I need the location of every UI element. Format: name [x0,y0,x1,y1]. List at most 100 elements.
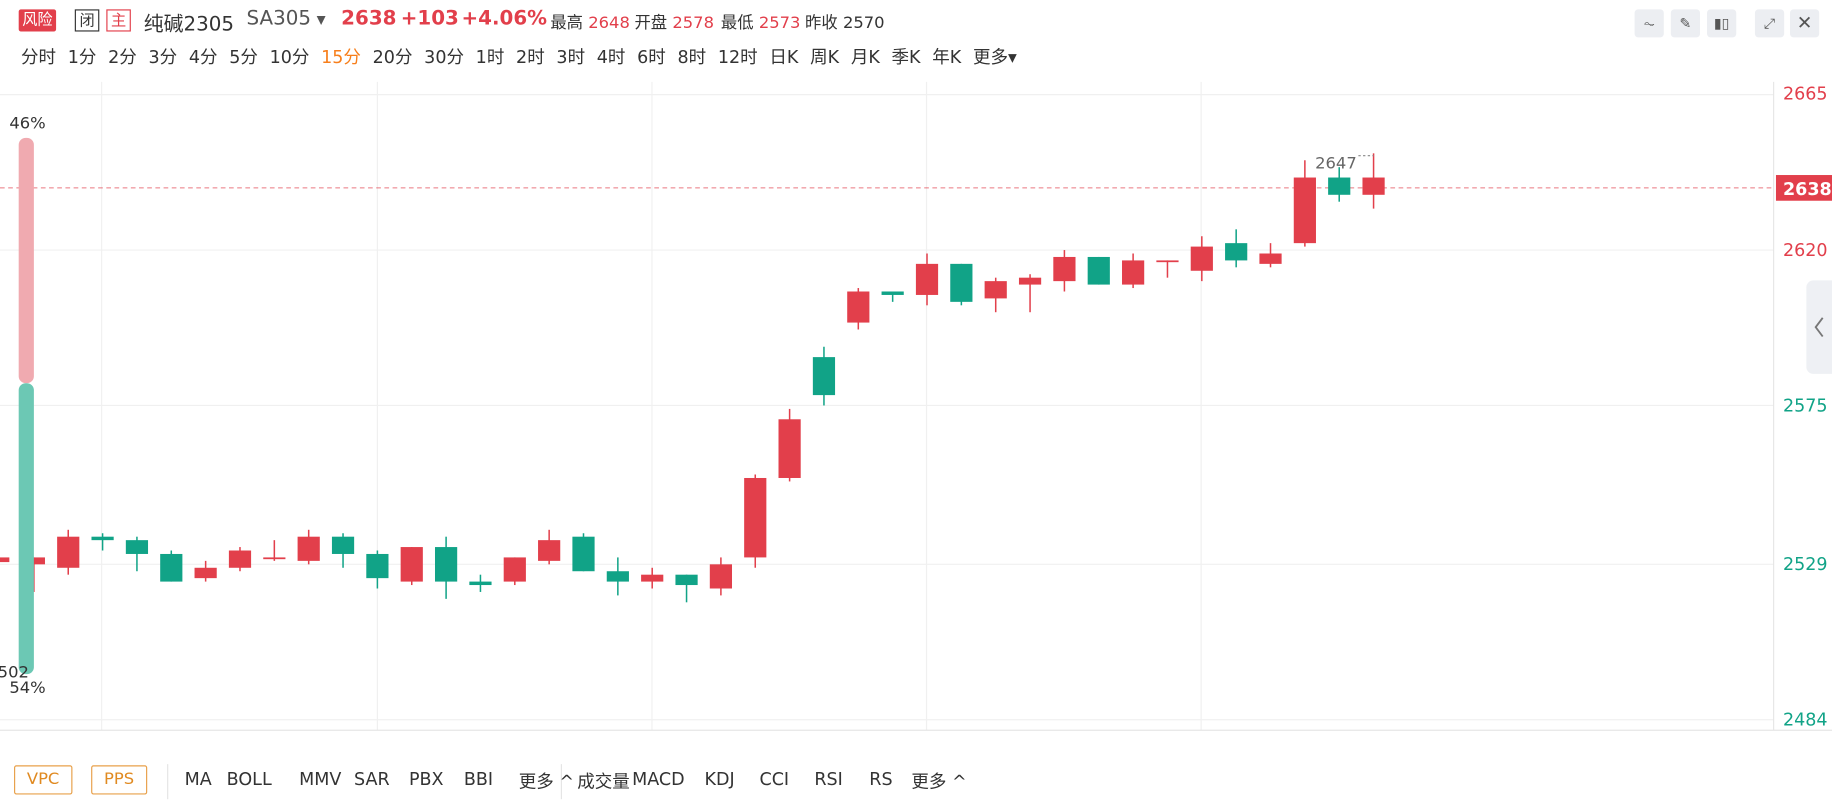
pps-button[interactable]: PPS [91,765,147,795]
candle-body[interactable] [1156,260,1179,263]
period-15[interactable]: 8时 [677,46,707,68]
period-1[interactable]: 1分 [67,46,97,68]
period-19[interactable]: 月K [850,46,880,68]
period-20[interactable]: 季K [891,46,921,68]
candle-body[interactable] [915,263,939,295]
candle-body[interactable] [22,557,45,565]
period-22[interactable]: 更多▾ [972,46,1017,68]
main-indicator-1[interactable]: BOLL [226,768,272,790]
left-axis-label: 502 [0,663,29,682]
candle-body[interactable] [1259,253,1282,264]
candle-body[interactable] [331,536,355,554]
period-2[interactable]: 2分 [108,46,137,68]
candle-body[interactable] [606,571,629,582]
candle-body[interactable] [0,557,10,563]
candle-body[interactable] [1087,256,1110,285]
period-0[interactable]: 分时 [21,46,57,68]
main-indicator-4[interactable]: PBX [408,768,444,790]
candle-body[interactable] [366,553,389,579]
fullscreen-icon[interactable]: ⤢ [1754,9,1785,38]
candle-body[interactable] [1225,243,1248,261]
sub-indicator-5[interactable]: RS [869,768,893,790]
period-8[interactable]: 20分 [372,46,413,68]
candle-body[interactable] [160,553,183,582]
vpc-button[interactable]: VPC [14,765,73,795]
sub-indicator-3[interactable]: CCI [759,768,790,790]
candle-body[interactable] [984,281,1007,299]
period-7[interactable]: 15分 [321,46,361,68]
candle-body[interactable] [1293,177,1316,244]
main-indicator-2[interactable]: MMV [299,768,342,790]
candle-body[interactable] [91,536,114,541]
sub-indicator-0[interactable]: 成交量 [577,771,630,793]
side-panel-toggle[interactable] [1806,280,1832,374]
candle-body[interactable] [194,567,217,579]
period-18[interactable]: 周K [810,46,840,68]
symbol-code[interactable]: SA305 [246,7,312,31]
candle-body[interactable] [950,263,973,302]
period-5[interactable]: 5分 [229,46,258,68]
period-21[interactable]: 年K [932,46,962,68]
main-indicator-3[interactable]: SAR [354,768,390,790]
candle-body[interactable] [503,557,526,582]
candle-body[interactable] [744,477,767,558]
y-tick-label: 2665 [1783,84,1828,104]
candle-body[interactable] [1190,246,1213,271]
period-6[interactable]: 10分 [269,46,310,68]
period-4[interactable]: 4分 [188,46,218,68]
period-16[interactable]: 12时 [717,46,758,68]
candle-body[interactable] [709,564,733,589]
main-indicator-6[interactable]: 更多 ^ [518,771,575,793]
period-9[interactable]: 30分 [424,46,465,68]
candle-body[interactable] [400,547,423,582]
candle-body[interactable] [881,291,904,295]
sub-indicator-2[interactable]: KDJ [704,768,735,790]
period-10[interactable]: 1时 [475,46,505,68]
period-17[interactable]: 日K [769,46,799,68]
sub-indicator-6[interactable]: 更多 ^ [911,771,967,793]
symbol-dropdown-icon[interactable]: ▼ [316,14,326,27]
line-tool-icon[interactable]: ⏦ [1634,9,1664,38]
main-indicator-0[interactable]: MA [184,768,212,790]
ratio-bottom-label: 54% [9,678,45,697]
candlestick-chart[interactable]: 2665 2620 2575 2529 2484 12-07 22:00 12-08 10:… [0,81,1832,736]
candle-body[interactable] [1362,177,1385,195]
prev-close-stat: 昨收 2570 [805,11,885,34]
candle-body[interactable] [297,536,320,561]
candle-body[interactable] [125,540,149,554]
period-14[interactable]: 6时 [637,46,666,68]
candle-type-icon[interactable]: ▮▯ [1707,9,1737,38]
y-tick-label: 2575 [1783,396,1828,416]
candle-body[interactable] [1122,260,1145,285]
sub-indicator-4[interactable]: RSI [814,768,843,790]
closed-badge: 闭 [74,9,100,32]
max-price-label: 2647 [1315,154,1357,173]
low-stat: 最低 2573 [721,11,801,34]
candle-body[interactable] [675,574,698,586]
candle-body[interactable] [572,536,595,572]
period-13[interactable]: 4时 [596,46,626,68]
period-11[interactable]: 2时 [516,46,545,68]
candle-body[interactable] [641,574,664,582]
candle-body[interactable] [57,536,80,568]
candle-body[interactable] [1053,256,1076,282]
sell-ratio-bar [18,137,34,384]
price-change-pct: +4.06% [461,7,548,31]
candle-body[interactable] [778,419,801,478]
candle-body[interactable] [1328,177,1351,195]
candle-body[interactable] [847,291,870,323]
sub-indicator-1[interactable]: MACD [632,768,685,790]
period-12[interactable]: 3时 [556,46,586,68]
period-3[interactable]: 3分 [148,46,178,68]
candle-body[interactable] [263,557,286,560]
candle-body[interactable] [434,547,458,582]
candle-body[interactable] [469,581,492,586]
candle-body[interactable] [1018,277,1042,285]
candle-body[interactable] [538,540,561,561]
candle-body[interactable] [228,550,252,568]
close-icon[interactable]: ✕ [1789,9,1820,38]
draw-pen-icon[interactable]: ✎ [1670,9,1701,38]
high-stat: 最高 2648 [550,11,630,34]
main-indicator-5[interactable]: BBI [463,768,494,790]
candle-body[interactable] [812,357,836,396]
